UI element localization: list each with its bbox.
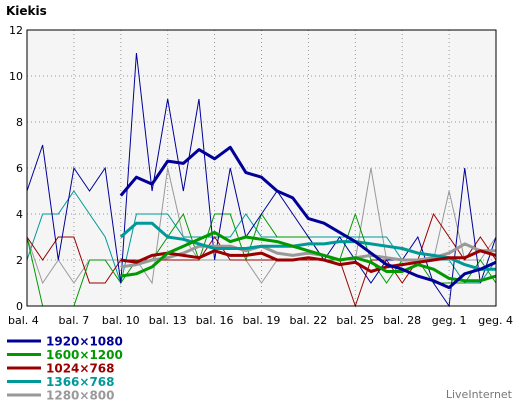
x-tick-label: bal. 13 [149,314,187,327]
y-tick-label: 10 [9,70,23,83]
x-tick-label: bal. 19 [243,314,281,327]
x-tick-label: bal. 10 [102,314,140,327]
y-tick-label: 0 [16,300,23,313]
legend-label: 1600×1200 [46,348,123,362]
x-tick-label: bal. 7 [59,314,90,327]
y-tick-label: 4 [16,208,23,221]
y-tick-label: 8 [16,116,23,129]
plot-area [27,30,496,306]
trend-line-1280×800 [120,242,496,269]
x-tick-label: bal. 4 [8,314,39,327]
legend: 1920×10801600×12001024×7681366×7681280×8… [7,335,123,403]
series-line-1920×1080 [26,52,497,308]
x-tick-label: geg. 4 [478,314,513,327]
y-axis-ticks: 0 2 4 6 8 10 12 [9,24,23,313]
chart-title: Kiekis [6,4,47,18]
trend-line-1600×1200 [120,230,497,283]
trend-line-1920×1080 [119,145,497,290]
trend-line-1024×768 [120,249,497,273]
x-axis-ticks: bal. 4 bal. 7 bal. 10 bal. 13 bal. 16 bal. 19… [8,314,513,327]
credit-label: LiveInternet [446,388,513,401]
x-tick-label: bal. 28 [383,314,421,327]
plot-frame [26,29,497,307]
x-tick-label: bal. 25 [336,314,374,327]
trend-line-1366×768 [119,221,496,271]
x-tick-label: bal. 22 [290,314,328,327]
y-tick-label: 12 [9,24,23,37]
legend-label: 1920×1080 [46,335,123,349]
legend-label: 1024×768 [46,362,115,376]
x-tick-label: geg. 1 [432,314,467,327]
x-tick-label: bal. 16 [196,314,234,327]
legend-label: 1280×800 [46,389,115,403]
y-tick-label: 2 [16,254,23,267]
legend-label: 1366×768 [46,375,115,389]
trend-series-lines [119,145,497,290]
y-tick-label: 6 [16,162,23,175]
